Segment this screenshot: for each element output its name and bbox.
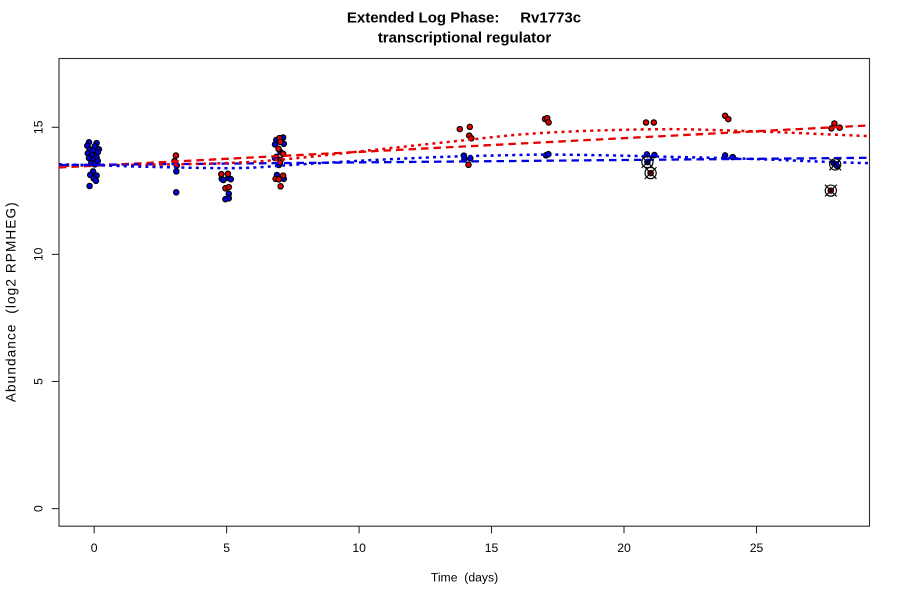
svg-text:0: 0 (31, 505, 45, 512)
svg-text:10: 10 (31, 247, 45, 261)
svg-text:Abundance (log2 RPMHEG): Abundance (log2 RPMHEG) (4, 201, 19, 402)
svg-text:20: 20 (617, 541, 631, 555)
svg-text:5: 5 (223, 541, 230, 555)
svg-text:transcriptional regulator: transcriptional regulator (378, 30, 552, 47)
svg-text:5: 5 (31, 378, 45, 385)
svg-text:Extended Log Phase: Rv1773: Extended Log Phase: Rv1773c (347, 10, 581, 27)
svg-text:25: 25 (750, 541, 764, 555)
svg-text:Time (days): Time (days) (431, 571, 498, 585)
svg-text:0: 0 (91, 541, 98, 555)
svg-text:15: 15 (485, 541, 499, 555)
svg-text:10: 10 (352, 541, 366, 555)
svg-text:15: 15 (31, 120, 45, 134)
